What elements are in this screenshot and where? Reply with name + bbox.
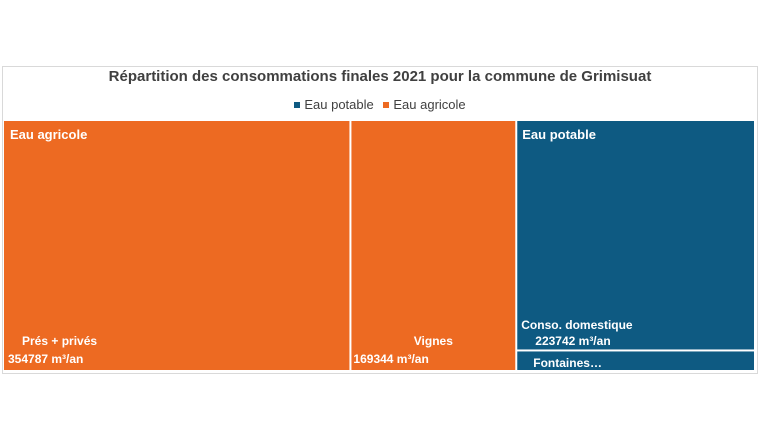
- cell-label-vignes: Vignes: [414, 334, 453, 348]
- treemap-cell-conso-domestique: [517, 121, 754, 350]
- cell-label-conso-domestique: Conso. domestique: [521, 318, 633, 332]
- treemap-cell-vignes: [351, 121, 516, 370]
- group-label-eau-agricole: Eau agricole: [10, 127, 87, 142]
- treemap-cell-pres-prives: [4, 121, 350, 370]
- cell-label-pres-prives: Prés + privés: [22, 334, 97, 348]
- legend-swatch-eau-potable: [294, 101, 301, 108]
- legend-item-eau-agricole: Eau agricole: [383, 97, 466, 112]
- legend-label-eau-agricole: Eau agricole: [393, 97, 466, 112]
- legend-swatch-eau-agricole: [383, 101, 390, 108]
- chart-title: Répartition des consommations finales 20…: [108, 68, 652, 85]
- legend-item-eau-potable: Eau potable: [294, 97, 374, 112]
- cell-value-conso-domestique: 223742 m³/an: [535, 334, 610, 348]
- group-label-eau-potable: Eau potable: [522, 127, 596, 142]
- chart-legend: Eau potable Eau agricole: [0, 97, 760, 112]
- cell-label-fontaines: Fontaines…: [533, 356, 602, 370]
- cell-value-vignes: 169344 m³/an: [353, 352, 428, 366]
- legend-label-eau-potable: Eau potable: [304, 97, 374, 112]
- treemap-cell-fontaines: [517, 351, 754, 370]
- cell-value-pres-prives: 354787 m³/an: [8, 352, 83, 366]
